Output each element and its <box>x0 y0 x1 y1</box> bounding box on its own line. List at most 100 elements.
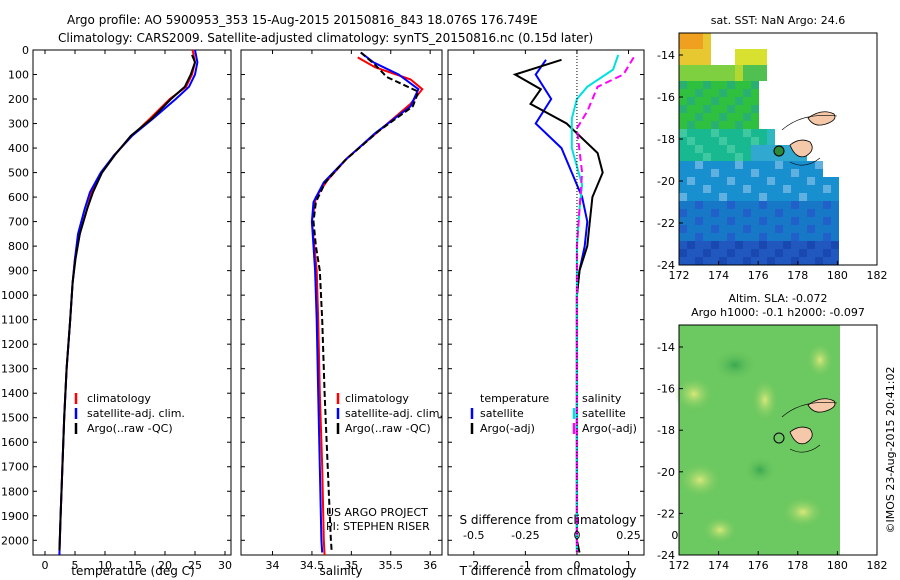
legend-argo: Argo(..raw -QC) <box>345 422 431 435</box>
depth-tick-label: 2000 <box>1 534 29 547</box>
fiji-island <box>789 426 813 445</box>
depth-tick-label: 700 <box>8 216 29 229</box>
x-tick-label: 36 <box>423 559 437 572</box>
lat-tick-label: -16 <box>657 91 675 104</box>
lat-tick-label: -18 <box>657 133 675 146</box>
salinity-xlabel: salinity <box>319 564 362 578</box>
x-tick-label: 0 <box>42 559 49 572</box>
depth-tick-label: 1900 <box>1 510 29 523</box>
lon-tick-label: 180 <box>827 559 848 572</box>
depth-tick-label: 1400 <box>1 387 29 400</box>
t-difference-xlabel: T difference from climatology <box>459 564 637 578</box>
legend-t-satellite: satellite <box>480 407 524 420</box>
x-tick-label: 30 <box>218 559 232 572</box>
project-line-2: PI: STEPHEN RISER <box>326 520 430 533</box>
lon-tick-label: 174 <box>708 559 729 572</box>
x-tick-label: 34 <box>266 559 280 572</box>
series-line <box>58 49 197 556</box>
depth-tick-label: 1200 <box>1 338 29 351</box>
series-line <box>570 54 620 553</box>
depth-tick-label: 400 <box>8 142 29 155</box>
depth-tick-label: 1700 <box>1 461 29 474</box>
s-tick-label: 0.25 <box>616 529 641 542</box>
series-line <box>575 56 635 553</box>
x-tick-label: 5 <box>72 559 79 572</box>
s-tick-label: 0 <box>573 529 580 542</box>
argo-float-marker <box>773 145 785 157</box>
x-tick-label: -2 <box>468 559 479 572</box>
difference-legend: temperature satellite Argo(-adj) salinit… <box>470 392 637 435</box>
legend-salinity: salinity <box>582 392 622 405</box>
s-tick-label: -0.5 <box>463 529 484 542</box>
lon-tick-label: 178 <box>787 559 808 572</box>
argo-float-marker <box>773 432 785 444</box>
lon-tick-label: 172 <box>669 269 690 282</box>
difference-panel <box>447 49 645 556</box>
x-tick-label: 35 <box>344 559 358 572</box>
lon-tick-label: 172 <box>669 559 690 572</box>
sst-map-axis: 172 174 176 178 180 182 -14 -16 -18 -20 -22 -24 <box>657 49 887 282</box>
lon-tick-label: 182 <box>867 559 888 572</box>
legend-s-satellite: satellite <box>582 407 626 420</box>
imos-stamp: ©IMOS 23-Aug-2015 20:41:02 <box>884 367 897 534</box>
legend-climatology: climatology <box>87 392 151 405</box>
depth-tick-label: 1000 <box>1 289 29 302</box>
legend-s-argo: Argo(-adj) <box>582 422 637 435</box>
sst-map <box>678 32 878 266</box>
x-tick-label: 1 <box>625 559 632 572</box>
sla-map-axis: 172 174 176 178 180 182 -14 -16 -18 -20 -22 -24 <box>657 341 887 572</box>
x-tick-label: 35.5 <box>379 559 404 572</box>
x-tick-label: 20 <box>158 559 172 572</box>
series-line <box>534 59 589 553</box>
legend-t-argo: Argo(-adj) <box>480 422 535 435</box>
depth-tick-label: 0 <box>22 44 29 57</box>
salinity-plot: 34 34.5 35 35.5 36 <box>266 50 437 572</box>
lat-tick-label: -24 <box>657 259 675 272</box>
x-tick-label: 15 <box>128 559 142 572</box>
s-tick-label: -0.25 <box>511 529 539 542</box>
depth-tick-label: 800 <box>8 240 29 253</box>
legend-climatology: climatology <box>345 392 409 405</box>
depth-tick-label: 900 <box>8 265 29 278</box>
lat-tick-label: -14 <box>657 49 675 62</box>
series-line <box>310 51 420 553</box>
depth-tick-label: 1300 <box>1 363 29 376</box>
project-line-1: US ARGO PROJECT <box>326 506 428 519</box>
lon-tick-label: 176 <box>748 269 769 282</box>
lat-tick-label: -22 <box>657 507 675 520</box>
x-tick-label: -1 <box>520 559 531 572</box>
x-tick-label: 10 <box>98 559 112 572</box>
s-difference-xlabel: S difference from climatology <box>460 513 637 527</box>
x-tick-label: 34.5 <box>300 559 325 572</box>
depth-tick-label: 300 <box>8 118 29 131</box>
salinity-legend: climatology satellite-adj. clim. Argo(..… <box>336 392 443 435</box>
series-line <box>512 58 604 553</box>
x-tick-label: 0 <box>573 559 580 572</box>
lon-tick-label: 180 <box>827 269 848 282</box>
depth-tick-label: 1600 <box>1 436 29 449</box>
x-tick-label: 25 <box>188 559 202 572</box>
lat-tick-label: -16 <box>657 383 675 396</box>
series-line <box>310 56 424 556</box>
lat-tick-label: -14 <box>657 341 675 354</box>
depth-tick-label: 200 <box>8 93 29 106</box>
lon-tick-label: 178 <box>787 269 808 282</box>
header-line-1: Argo profile: AO 5900953_353 15-Aug-2015… <box>67 13 538 27</box>
fiji-island <box>789 139 813 158</box>
depth-tick-label: 100 <box>8 69 29 82</box>
temperature-xlabel: temperature (deg C) <box>71 564 194 578</box>
lon-tick-label: 182 <box>867 269 888 282</box>
lat-tick-label: -20 <box>657 466 675 479</box>
temperature-legend: climatology satellite-adj. clim. Argo(..… <box>74 392 185 435</box>
series-line <box>58 54 197 551</box>
depth-tick-label: 1100 <box>1 314 29 327</box>
depth-tick-label: 500 <box>8 167 29 180</box>
temperature-plot: 0 5 10 15 20 25 30 <box>42 49 232 572</box>
legend-satellite-adj: satellite-adj. clim. <box>87 407 185 420</box>
legend-satellite-adj: satellite-adj. clim. <box>345 407 443 420</box>
lon-tick-label: 174 <box>708 269 729 282</box>
lat-tick-label: -20 <box>657 175 675 188</box>
lat-tick-label: -22 <box>657 217 675 230</box>
